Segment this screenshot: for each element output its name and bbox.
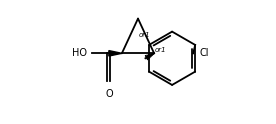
Text: Cl: Cl — [199, 48, 209, 58]
Polygon shape — [109, 51, 122, 56]
Text: or1: or1 — [139, 32, 150, 38]
Text: O: O — [105, 89, 113, 99]
Text: or1: or1 — [155, 47, 166, 53]
Text: HO: HO — [72, 48, 87, 58]
